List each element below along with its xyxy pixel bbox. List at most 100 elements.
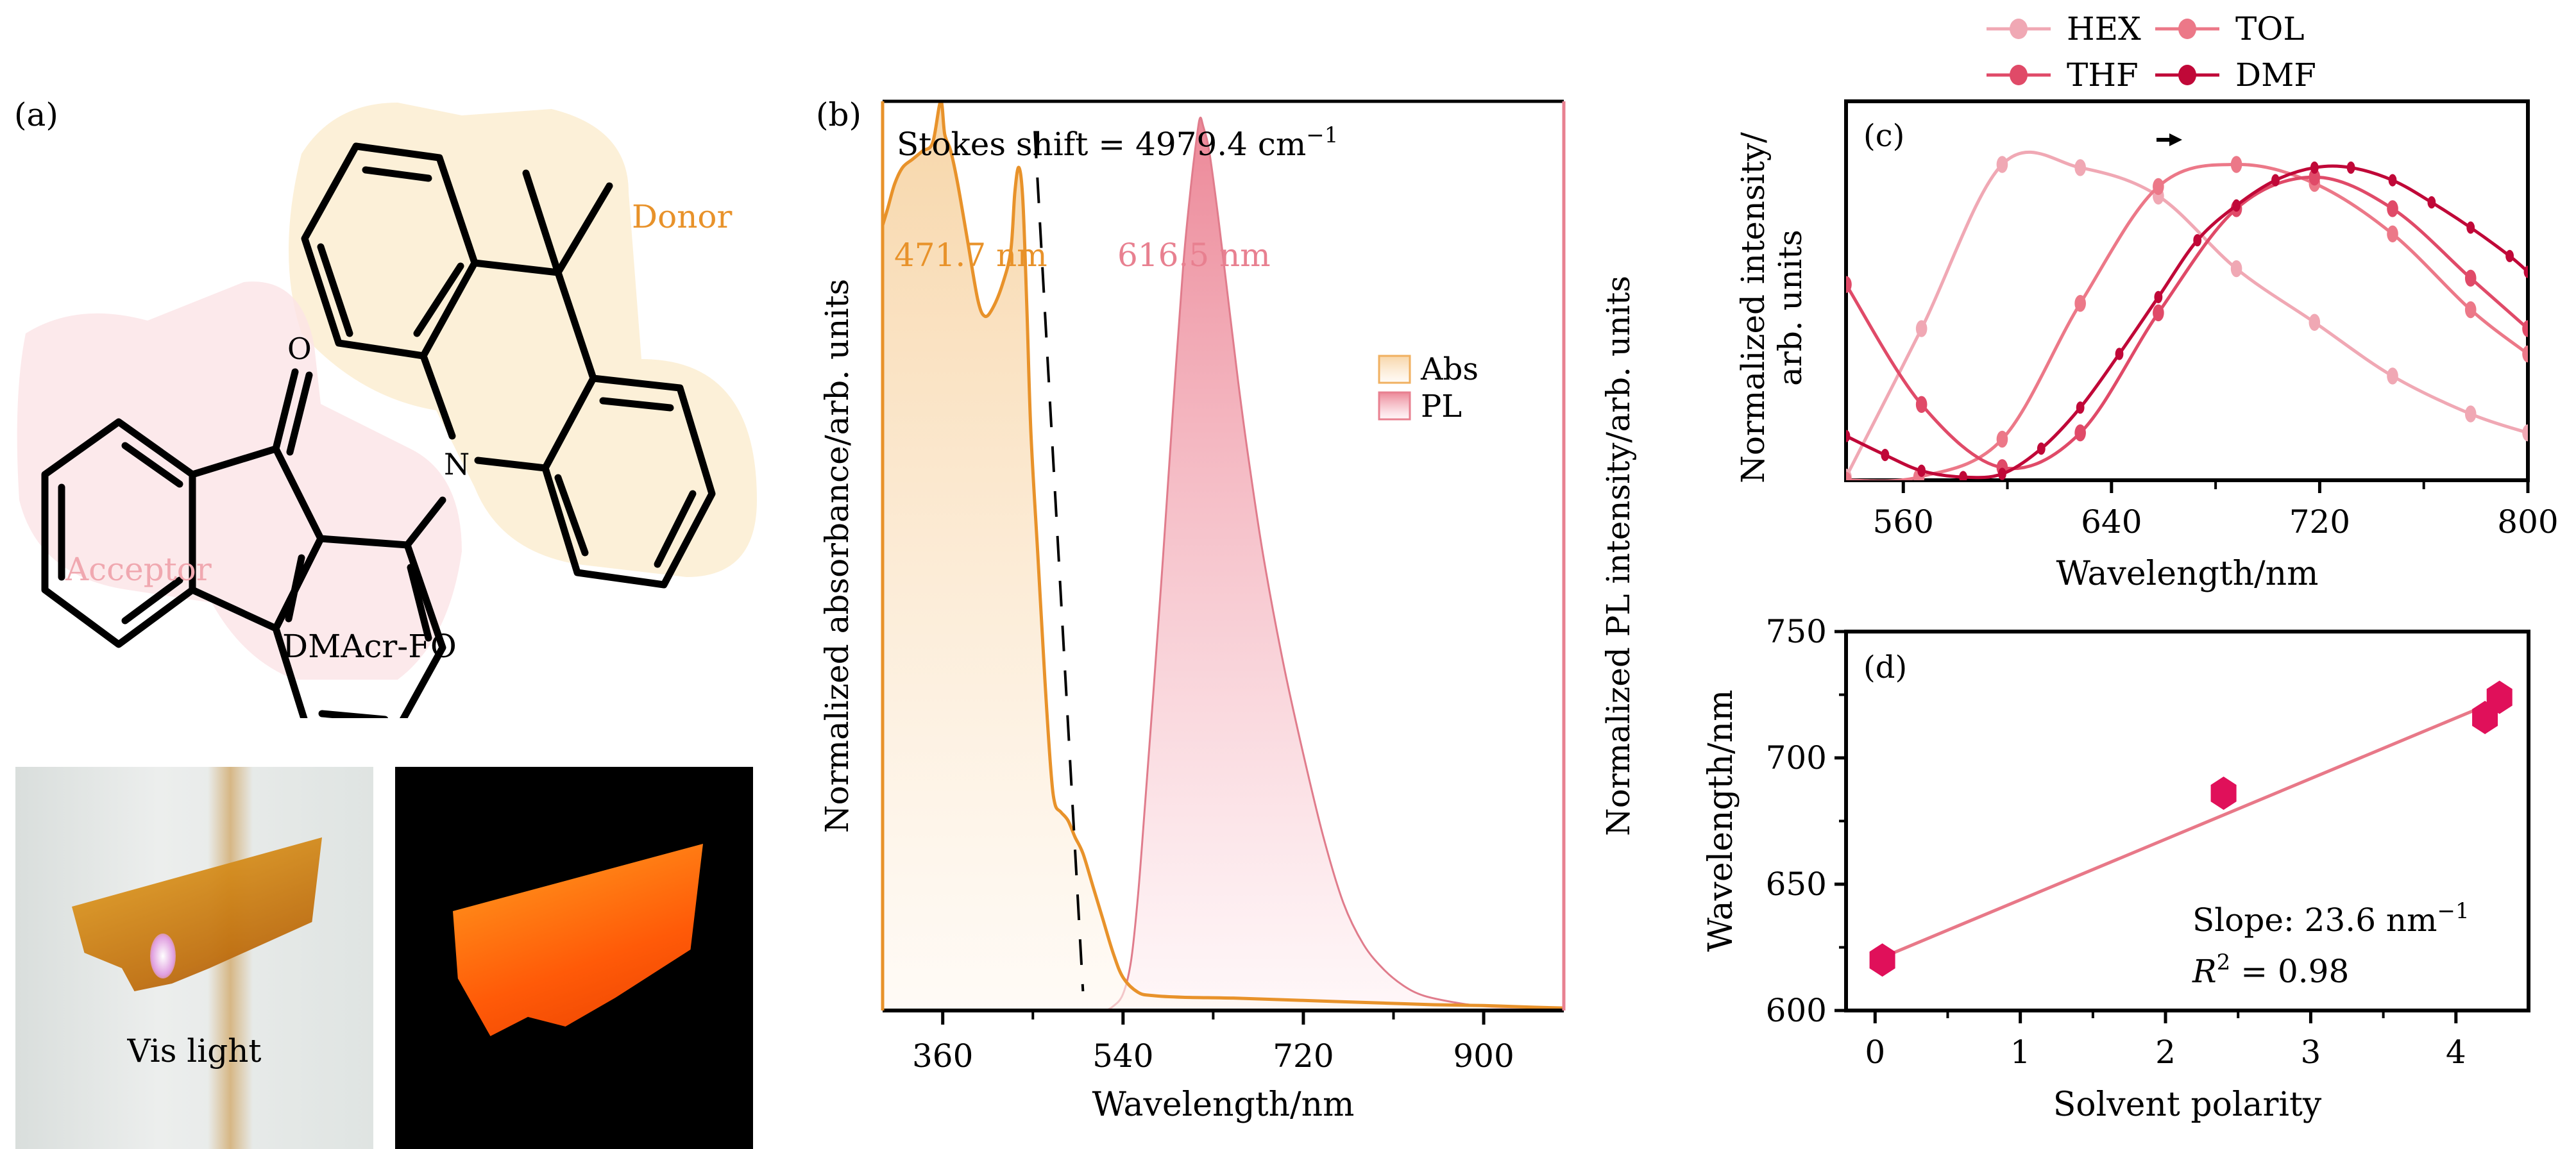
data-point-dmf xyxy=(2271,174,2280,187)
series-line-dmf xyxy=(1846,164,2528,480)
data-point-tol xyxy=(2387,225,2398,243)
data-point-tol xyxy=(2074,295,2086,312)
data-point-hexagon xyxy=(2210,776,2237,810)
panel-c-ylabel-line1: Normalized intensity/ xyxy=(1734,132,1772,483)
panel-a-label: (a) xyxy=(14,96,58,133)
x-tick-label: 0 xyxy=(1865,1034,1885,1071)
y-tick-label: 700 xyxy=(1766,739,1827,776)
data-point-tol xyxy=(2153,178,2164,196)
panel-d-frame xyxy=(1844,630,2530,1012)
data-point-dmf xyxy=(1846,430,1851,442)
photo-uv-light xyxy=(395,767,753,1149)
data-point-dmf xyxy=(2310,161,2319,174)
legend-label-tol: TOL xyxy=(2235,10,2305,47)
y-tick-label: 600 xyxy=(1766,992,1827,1029)
legend-label-dmf: DMF xyxy=(2235,56,2316,94)
data-point-dmf xyxy=(2037,442,2046,455)
legend-marker-dmf xyxy=(2178,65,2196,85)
data-point-dmf xyxy=(2388,174,2397,187)
donor-label: Donor xyxy=(632,198,732,235)
data-point-dmf xyxy=(2427,196,2436,209)
x-tick-label: 1 xyxy=(2010,1034,2031,1071)
redshift-arrow-icon xyxy=(2157,133,2182,146)
data-point-hex xyxy=(2309,314,2321,331)
panel-d-xlabel: Solvent polarity xyxy=(2053,1086,2322,1124)
legend-swatch-abs xyxy=(1378,355,1411,384)
data-point-dmf xyxy=(2154,290,2163,303)
panel-c-ylabel-line2: arb. units xyxy=(1772,230,1809,386)
caption-uv-light: UV light xyxy=(506,1032,642,1069)
panel-b-ylabel-right: Normalized PL intensity/arb. units xyxy=(1600,276,1637,836)
molecule-bonds xyxy=(41,142,716,718)
legend-marker-hex xyxy=(2010,19,2028,39)
data-point-dmf xyxy=(2115,348,2124,360)
legend-swatch-pl xyxy=(1378,391,1411,421)
data-point-dmf xyxy=(2232,199,2241,212)
legend-label-thf: THF xyxy=(2067,56,2139,94)
series-line-abs xyxy=(883,101,1564,1010)
series-area-abs xyxy=(883,101,1564,1011)
x-tick-label: 640 xyxy=(2081,503,2142,541)
data-point-tol xyxy=(2464,301,2477,319)
data-point-dmf xyxy=(1917,464,1926,477)
x-tick-label: 720 xyxy=(2289,503,2350,541)
atom-oxygen: O xyxy=(287,331,312,366)
panel-c-label: (c) xyxy=(1863,118,1904,154)
data-point-dmf xyxy=(1959,471,1967,480)
panel-c-frame xyxy=(1844,99,2530,482)
caption-vis-light: Vis light xyxy=(127,1032,262,1069)
data-point-dmf xyxy=(2523,265,2528,278)
data-point-tol xyxy=(1846,471,1852,480)
legend-label-pl: PL xyxy=(1421,389,1462,424)
series-line-pl xyxy=(883,116,1564,1011)
panel-b-label: (b) xyxy=(816,96,861,133)
panel-c: HEX TOL THF DMF (c) 560 640 720 800 Wavelength… xyxy=(1734,10,2559,593)
data-point-hex xyxy=(2387,367,2398,385)
stokes-shift-annotation: Stokes shift = 4979.4 cm−1 xyxy=(897,122,1338,163)
legend-marker-tol xyxy=(2178,19,2196,39)
x-tick-label: 800 xyxy=(2497,503,2558,541)
x-tick-label: 3 xyxy=(2301,1034,2321,1071)
data-point-dmf xyxy=(2466,221,2475,234)
panel-b-ylabel-left: Normalized absorbance/arb. units xyxy=(818,279,856,833)
r2-annotation: R2 = 0.98 xyxy=(2192,950,2349,990)
data-point-tol xyxy=(2230,156,2242,173)
panel-d-ylabel: Wavelength/nm xyxy=(1702,690,1740,952)
data-point-hex xyxy=(2230,260,2242,278)
data-point-hex xyxy=(2074,159,2086,176)
data-point-dmf xyxy=(2076,401,2085,414)
x-tick-label: 2 xyxy=(2155,1034,2176,1071)
x-tick-label: 360 xyxy=(912,1037,973,1075)
panel-a-structure: (a) xyxy=(14,96,757,718)
series-line-thf xyxy=(1846,175,2528,471)
series-line-tol xyxy=(1846,162,2528,480)
crystal-glare xyxy=(150,934,176,978)
data-point-thf xyxy=(1846,276,1852,293)
pl-peak-label: 616.5 nm xyxy=(1117,237,1271,274)
panel-c-xlabel: Wavelength/nm xyxy=(2056,555,2319,593)
data-point-thf xyxy=(1915,396,1928,413)
data-point-thf xyxy=(2387,200,2398,217)
series-line-hex xyxy=(1846,150,2528,478)
onset-tangent-line xyxy=(1033,132,1085,992)
panel-b-xlabel: Wavelength/nm xyxy=(1092,1086,1355,1124)
data-point-thf xyxy=(2309,169,2321,186)
y-tick-label: 650 xyxy=(1766,866,1827,903)
data-point-hex xyxy=(1915,320,1928,337)
panel-b-legend: Abs PL xyxy=(1378,351,1479,424)
data-point-thf xyxy=(2074,424,2086,442)
donor-highlight xyxy=(289,103,757,577)
x-tick-label: 720 xyxy=(1273,1037,1334,1075)
data-point-hex xyxy=(1996,156,2008,173)
acceptor-highlight xyxy=(17,281,462,680)
data-point-dmf xyxy=(2346,161,2355,174)
x-tick-label: 560 xyxy=(1873,503,1934,541)
data-point-hexagon xyxy=(1869,943,1895,977)
legend-marker-thf xyxy=(2010,65,2028,85)
data-point-dmf xyxy=(1998,467,2006,480)
data-point-tol xyxy=(1996,430,2008,448)
data-point-hexagon xyxy=(2472,700,2498,734)
data-point-thf xyxy=(2153,304,2164,322)
panel-d: (d) 0 1 2 3 4 600 650 700 750 Slope: 23.6 nm−1 R… xyxy=(1702,613,2530,1124)
